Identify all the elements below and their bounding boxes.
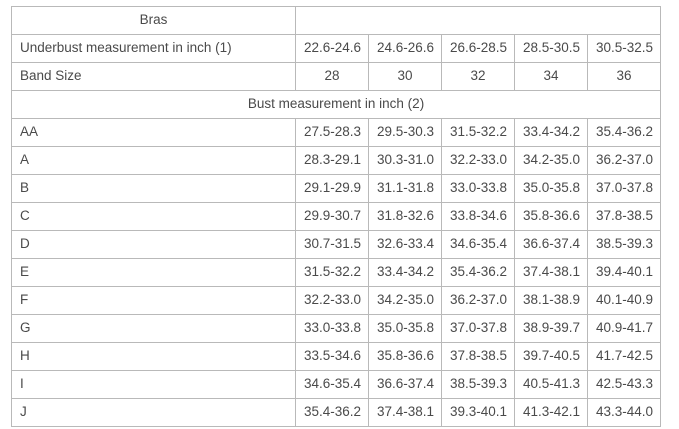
bust-range-value: 38.1-38.9 — [514, 286, 588, 315]
bust-range-value: 43.3-44.0 — [586, 398, 662, 427]
table-row: B 29.1-29.9 31.1-31.8 33.0-33.8 35.0-35.… — [11, 174, 662, 203]
bust-range-value: 30.3-31.0 — [368, 146, 442, 175]
band-size-label: Band Size — [11, 62, 296, 91]
table-row: AA 27.5-28.3 29.5-30.3 31.5-32.2 33.4-34… — [11, 118, 662, 147]
bust-section-label: Bust measurement in inch (2) — [10, 90, 662, 119]
title-row-empty-cell — [294, 6, 662, 35]
underbust-value: 24.6-26.6 — [368, 34, 442, 63]
band-size-value: 34 — [514, 62, 588, 91]
bust-range-value: 31.5-32.2 — [441, 118, 515, 147]
bust-range-value: 39.7-40.5 — [514, 342, 588, 371]
table-row: A 28.3-29.1 30.3-31.0 32.2-33.0 34.2-35.… — [11, 146, 662, 175]
bust-range-value: 33.0-33.8 — [441, 174, 515, 203]
cup-size-label: H — [11, 342, 296, 371]
bust-range-value: 28.3-29.1 — [295, 146, 369, 175]
bust-range-value: 31.1-31.8 — [368, 174, 442, 203]
bust-range-value: 32.6-33.4 — [368, 230, 442, 259]
bust-range-value: 33.5-34.6 — [295, 342, 369, 371]
table-row: J 35.4-36.2 37.4-38.1 39.3-40.1 41.3-42.… — [11, 398, 662, 427]
bust-range-value: 38.5-39.3 — [441, 370, 515, 399]
table-row: F 32.2-33.0 34.2-35.0 36.2-37.0 38.1-38.… — [11, 286, 662, 315]
underbust-row: Underbust measurement in inch (1) 22.6-2… — [11, 34, 662, 63]
bust-range-value: 42.5-43.3 — [586, 370, 662, 399]
underbust-value: 28.5-30.5 — [514, 34, 588, 63]
band-size-value: 36 — [586, 62, 662, 91]
bust-range-value: 39.4-40.1 — [586, 258, 662, 287]
bust-range-value: 37.4-38.1 — [514, 258, 588, 287]
bust-range-value: 37.0-37.8 — [441, 314, 515, 343]
band-size-value: 28 — [295, 62, 369, 91]
cup-size-label: D — [11, 230, 296, 259]
bust-range-value: 40.1-40.9 — [586, 286, 662, 315]
table-row: E 31.5-32.2 33.4-34.2 35.4-36.2 37.4-38.… — [11, 258, 662, 287]
chart-title-cell: Bras — [11, 6, 296, 35]
bust-range-value: 39.3-40.1 — [441, 398, 515, 427]
cup-size-label: I — [11, 370, 296, 399]
bust-range-value: 37.8-38.5 — [441, 342, 515, 371]
cup-size-label: B — [11, 174, 296, 203]
bust-range-value: 40.5-41.3 — [514, 370, 588, 399]
bust-range-value: 35.0-35.8 — [368, 314, 442, 343]
cup-size-label: C — [11, 202, 296, 231]
bust-range-value: 34.2-35.0 — [368, 286, 442, 315]
bust-range-value: 37.0-37.8 — [586, 174, 662, 203]
bust-range-value: 35.4-36.2 — [441, 258, 515, 287]
bust-range-value: 38.9-39.7 — [514, 314, 588, 343]
bust-range-value: 31.5-32.2 — [295, 258, 369, 287]
bust-range-value: 35.4-36.2 — [586, 118, 662, 147]
table-row: C 29.9-30.7 31.8-32.6 33.8-34.6 35.8-36.… — [11, 202, 662, 231]
bust-range-value: 32.2-33.0 — [441, 146, 515, 175]
bust-range-value: 33.4-34.2 — [368, 258, 442, 287]
band-size-row: Band Size 28 30 32 34 36 — [11, 62, 662, 91]
bust-range-value: 38.5-39.3 — [586, 230, 662, 259]
underbust-value: 26.6-28.5 — [441, 34, 515, 63]
bust-range-value: 34.6-35.4 — [295, 370, 369, 399]
size-chart-container: Bras Underbust measurement in inch (1) 2… — [10, 6, 662, 427]
bust-range-value: 36.6-37.4 — [368, 370, 442, 399]
bust-section-row: Bust measurement in inch (2) — [10, 90, 662, 119]
bust-range-value: 34.6-35.4 — [441, 230, 515, 259]
bust-range-value: 29.5-30.3 — [368, 118, 442, 147]
bust-range-value: 36.6-37.4 — [514, 230, 588, 259]
bust-range-value: 33.4-34.2 — [514, 118, 588, 147]
bust-range-value: 30.7-31.5 — [295, 230, 369, 259]
bust-range-value: 33.8-34.6 — [441, 202, 515, 231]
bust-range-value: 29.9-30.7 — [295, 202, 369, 231]
bust-range-value: 31.8-32.6 — [368, 202, 442, 231]
bust-range-value: 34.2-35.0 — [514, 146, 588, 175]
band-size-value: 30 — [368, 62, 442, 91]
cup-size-label: F — [11, 286, 296, 315]
bust-range-value: 36.2-37.0 — [586, 146, 662, 175]
bra-size-chart-table: Bras Underbust measurement in inch (1) 2… — [10, 6, 662, 427]
bust-range-value: 29.1-29.9 — [295, 174, 369, 203]
cup-size-label: J — [11, 398, 296, 427]
bust-range-value: 37.8-38.5 — [586, 202, 662, 231]
cup-size-label: G — [11, 314, 296, 343]
bust-range-value: 41.7-42.5 — [586, 342, 662, 371]
cup-size-label: A — [11, 146, 296, 175]
cup-size-label: E — [11, 258, 296, 287]
bust-range-value: 32.2-33.0 — [295, 286, 369, 315]
bust-range-value: 33.0-33.8 — [295, 314, 369, 343]
cup-size-label: AA — [11, 118, 296, 147]
bust-range-value: 27.5-28.3 — [295, 118, 369, 147]
underbust-value: 30.5-32.5 — [586, 34, 662, 63]
bust-range-value: 37.4-38.1 — [368, 398, 442, 427]
band-size-value: 32 — [441, 62, 515, 91]
table-row: H 33.5-34.6 35.8-36.6 37.8-38.5 39.7-40.… — [11, 342, 662, 371]
underbust-value: 22.6-24.6 — [295, 34, 369, 63]
underbust-label: Underbust measurement in inch (1) — [11, 34, 296, 63]
bust-range-value: 36.2-37.0 — [441, 286, 515, 315]
table-row: G 33.0-33.8 35.0-35.8 37.0-37.8 38.9-39.… — [11, 314, 662, 343]
bust-range-value: 35.8-36.6 — [368, 342, 442, 371]
bust-range-value: 35.4-36.2 — [295, 398, 369, 427]
size-chart-body: Bras Underbust measurement in inch (1) 2… — [10, 6, 662, 427]
table-row: I 34.6-35.4 36.6-37.4 38.5-39.3 40.5-41.… — [11, 370, 662, 399]
title-row: Bras — [11, 6, 662, 35]
bust-range-value: 35.8-36.6 — [514, 202, 588, 231]
bust-range-value: 35.0-35.8 — [514, 174, 588, 203]
table-row: D 30.7-31.5 32.6-33.4 34.6-35.4 36.6-37.… — [11, 230, 662, 259]
bust-range-value: 40.9-41.7 — [586, 314, 662, 343]
bust-range-value: 41.3-42.1 — [514, 398, 588, 427]
